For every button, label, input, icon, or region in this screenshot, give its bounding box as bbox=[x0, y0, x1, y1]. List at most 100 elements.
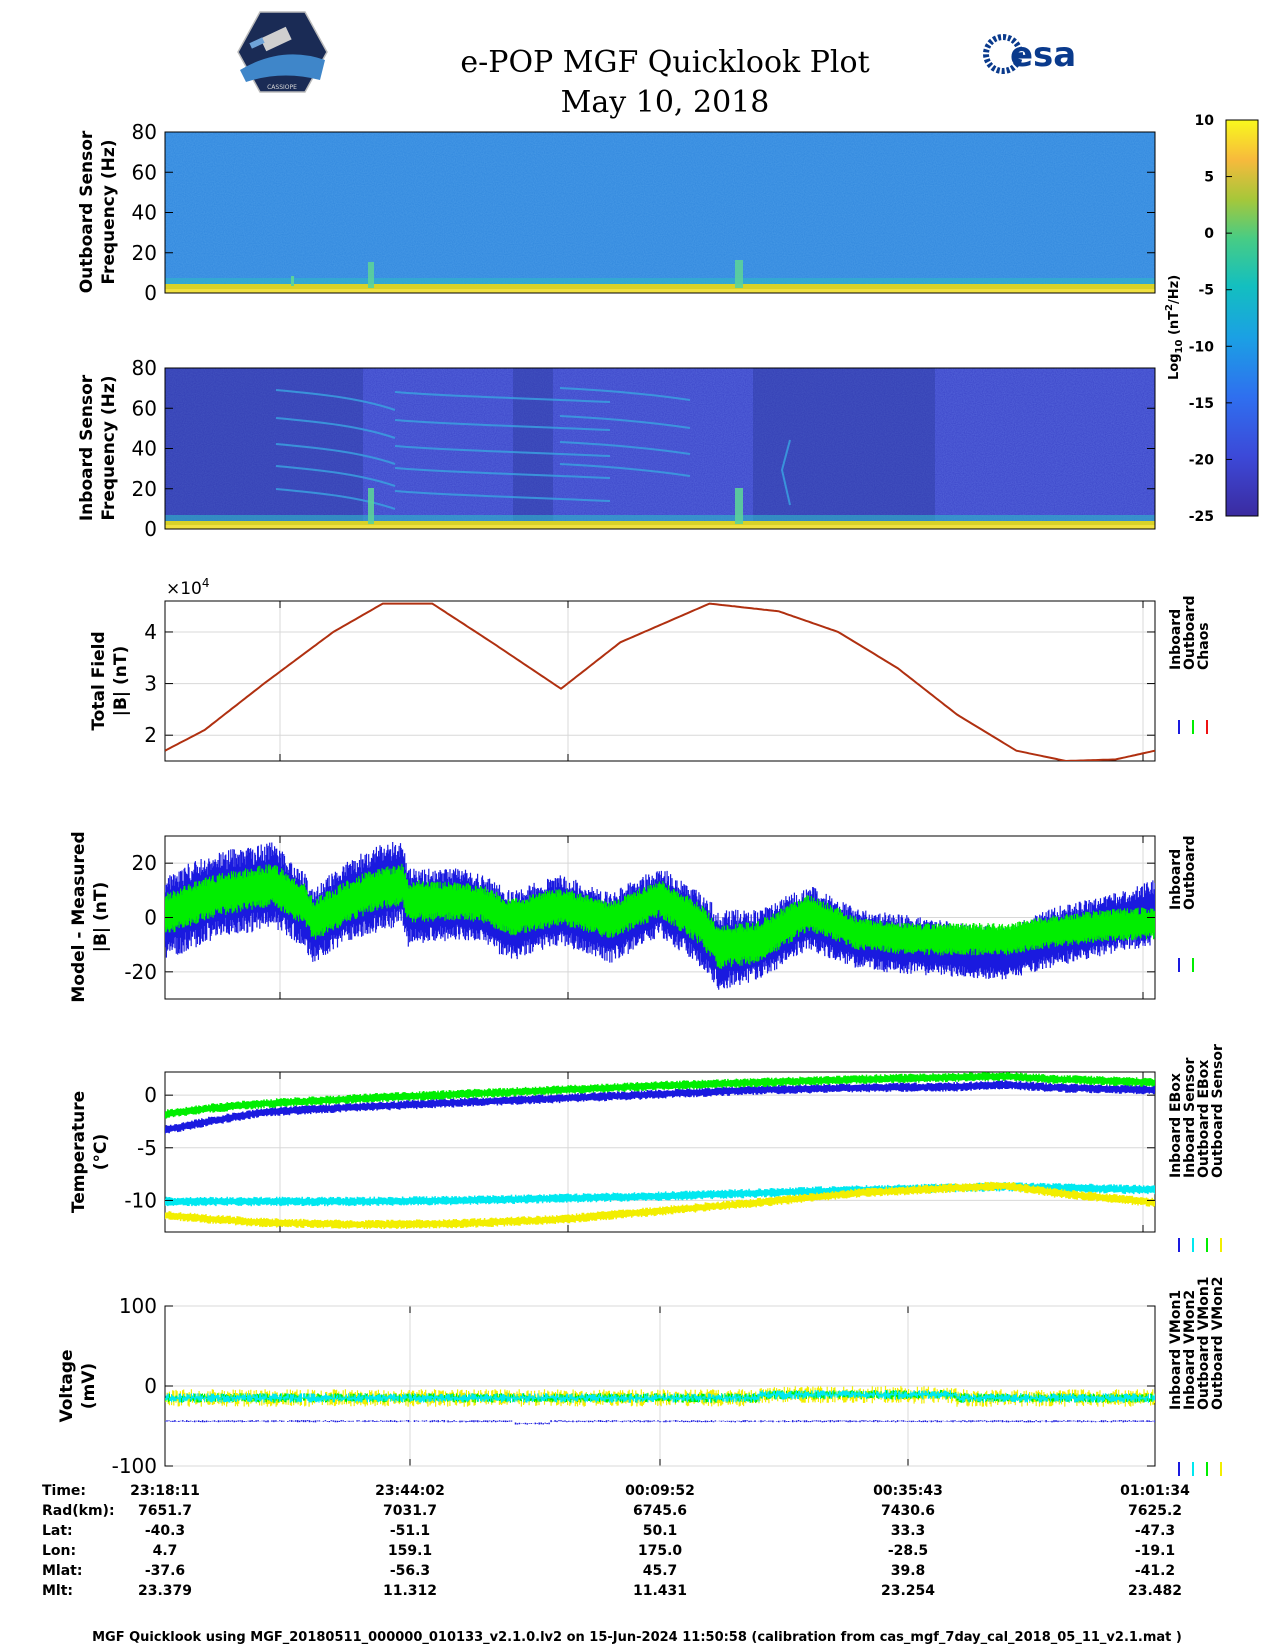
spectral-line bbox=[275, 465, 396, 487]
table-cell: -28.5 bbox=[888, 1543, 928, 1559]
y-tick-label: -5 bbox=[137, 1136, 157, 1160]
legend-label: Outboard EBox bbox=[1196, 1060, 1212, 1178]
table-cell: 11.431 bbox=[633, 1583, 687, 1599]
table-cell: 175.0 bbox=[638, 1543, 683, 1559]
voltage-ylabel-2: (mV) bbox=[79, 1363, 99, 1409]
spectral-line bbox=[559, 415, 691, 429]
y-tick-label: 20 bbox=[132, 241, 157, 265]
legend-label: Outboard VMon1 bbox=[1196, 1276, 1212, 1410]
footer-note: MGF Quicklook using MGF_20180511_000000_… bbox=[92, 1630, 1182, 1645]
legend-label: Outboard bbox=[1182, 595, 1198, 670]
spectral-line bbox=[275, 443, 396, 465]
spectral-line bbox=[559, 463, 691, 477]
y-tick-label: -20 bbox=[124, 960, 157, 984]
outboard-spectrogram-panel: 80 60 40 20 0 Outboard Sensor Frequency (Hz) bbox=[77, 120, 1156, 305]
table-cell: -56.3 bbox=[390, 1563, 430, 1579]
inboard-spectrogram-ylabel: Inboard Sensor bbox=[77, 374, 97, 521]
temperature-panel: 0 -5 -10 Temperature (°C) Inboard EBoxInbo… bbox=[69, 1044, 1226, 1252]
temperature-trace bbox=[165, 1181, 1155, 1229]
y-tick-label: 20 bbox=[132, 477, 157, 501]
table-row-label: Mlat: bbox=[42, 1563, 82, 1579]
table-cell: 7430.6 bbox=[881, 1503, 935, 1519]
voltage-trace bbox=[165, 1390, 1155, 1403]
legend-label: Outboard bbox=[1182, 835, 1198, 910]
temperature-ylabel: Temperature bbox=[69, 1091, 89, 1213]
colorbar-tick-label: -20 bbox=[1189, 452, 1215, 468]
inboard-spectrogram-panel: 80 60 40 20 0 Inboard Sensor Frequency (Hz) bbox=[77, 356, 1156, 541]
total-field-panel: 4 3 2 ×104 Total Field |B| (nT) InboardOut… bbox=[89, 576, 1212, 762]
inboard-spectrogram-ylabel-2: Frequency (Hz) bbox=[99, 375, 119, 520]
legend-label: Inboard Sensor bbox=[1182, 1057, 1198, 1178]
svg-text:esa: esa bbox=[1010, 35, 1076, 75]
table-cell: 00:35:43 bbox=[873, 1483, 943, 1499]
table-row-label: Lat: bbox=[42, 1523, 73, 1539]
legend-label: Inboard bbox=[1168, 609, 1184, 670]
inboard-vmon1-trace bbox=[165, 1420, 1155, 1425]
y-tick-label: 4 bbox=[144, 620, 157, 644]
voltage-panel: 100 0 -100 Voltage (mV) Inboard VMon1Inboa… bbox=[57, 1276, 1226, 1478]
table-cell: 7031.7 bbox=[383, 1503, 437, 1519]
table-cell: -51.1 bbox=[390, 1523, 430, 1539]
y-tick-label: 0 bbox=[144, 906, 157, 930]
table-cell: 7625.2 bbox=[1128, 1503, 1182, 1519]
spectral-line bbox=[275, 488, 396, 510]
table-cell: -37.6 bbox=[145, 1563, 185, 1579]
legend-label: Outboard VMon2 bbox=[1210, 1276, 1226, 1410]
model-measured-panel: 20 0 -20 Model - Measured |B| (nT) Inboard… bbox=[69, 831, 1198, 1002]
table-cell: 45.7 bbox=[643, 1563, 678, 1579]
y-tick-label: 20 bbox=[132, 851, 157, 875]
outboard-residual-trace bbox=[165, 863, 1155, 969]
total-field-exponent: ×104 bbox=[166, 576, 210, 599]
table-cell: 23.379 bbox=[138, 1583, 192, 1599]
colorbar-tick-label: -25 bbox=[1189, 509, 1214, 525]
table-cell: -47.3 bbox=[1135, 1523, 1175, 1539]
y-tick-label: -10 bbox=[124, 1188, 157, 1212]
model-measured-ylabel: Model - Measured bbox=[69, 831, 89, 1002]
y-tick-label: 0 bbox=[144, 1374, 157, 1398]
y-tick-label: 40 bbox=[132, 201, 157, 225]
y-tick-label: 80 bbox=[132, 120, 157, 144]
table-cell: 7651.7 bbox=[138, 1503, 192, 1519]
page-date: May 10, 2018 bbox=[561, 85, 770, 120]
table-cell: 50.1 bbox=[643, 1523, 678, 1539]
table-cell: 00:09:52 bbox=[625, 1483, 695, 1499]
page-title: e-POP MGF Quicklook Plot bbox=[460, 45, 869, 80]
orbit-info-table: Time: Rad(km): Lat: Lon: Mlat: Mlt: 23:18:11 76… bbox=[42, 1483, 1190, 1599]
voltage-ylabel: Voltage bbox=[57, 1349, 77, 1422]
table-row-label: Lon: bbox=[42, 1543, 76, 1559]
spectral-line bbox=[394, 490, 611, 502]
table-cell: 23.482 bbox=[1128, 1583, 1182, 1599]
legend-label: Inboard EBox bbox=[1168, 1073, 1184, 1178]
colorbar-tick-label: 0 bbox=[1204, 226, 1214, 242]
y-tick-label: 2 bbox=[144, 723, 157, 747]
spectral-line bbox=[394, 391, 611, 403]
table-row-label: Mlt: bbox=[42, 1583, 73, 1599]
colorbar-tick-label: -15 bbox=[1189, 396, 1214, 412]
y-tick-label: 0 bbox=[144, 281, 157, 305]
spectral-line bbox=[275, 389, 396, 411]
table-cell: 4.7 bbox=[153, 1543, 178, 1559]
model-measured-ylabel-2: |B| (nT) bbox=[91, 882, 111, 953]
legend-label: Chaos bbox=[1196, 622, 1212, 670]
outboard-spectrogram-ylabel-2: Frequency (Hz) bbox=[99, 139, 119, 284]
table-cell: -19.1 bbox=[1135, 1543, 1175, 1559]
legend-label: Inboard VMon1 bbox=[1168, 1290, 1184, 1410]
legend-label: Inboard bbox=[1168, 849, 1184, 910]
colorbar: 10 5 0 -5 -10 -15 -20 -25 Log10 (nT2/Hz) bbox=[1164, 113, 1259, 525]
total-field-trace bbox=[165, 602, 1155, 761]
colorbar-gradient bbox=[1225, 119, 1259, 517]
table-row-label: Time: bbox=[42, 1483, 86, 1499]
table-cell: 23.254 bbox=[881, 1583, 935, 1599]
temperature-ylabel-2: (°C) bbox=[91, 1134, 111, 1171]
y-tick-label: 0 bbox=[144, 517, 157, 541]
y-tick-label: 60 bbox=[132, 396, 157, 420]
colorbar-tick-label: -5 bbox=[1198, 283, 1214, 299]
legend-label: Inboard VMon2 bbox=[1182, 1290, 1198, 1410]
table-cell: -40.3 bbox=[145, 1523, 185, 1539]
table-cell: 23:44:02 bbox=[375, 1483, 445, 1499]
legend-label: Outboard Sensor bbox=[1210, 1044, 1226, 1178]
spectral-line bbox=[275, 417, 396, 439]
temperature-trace bbox=[165, 1072, 1155, 1119]
